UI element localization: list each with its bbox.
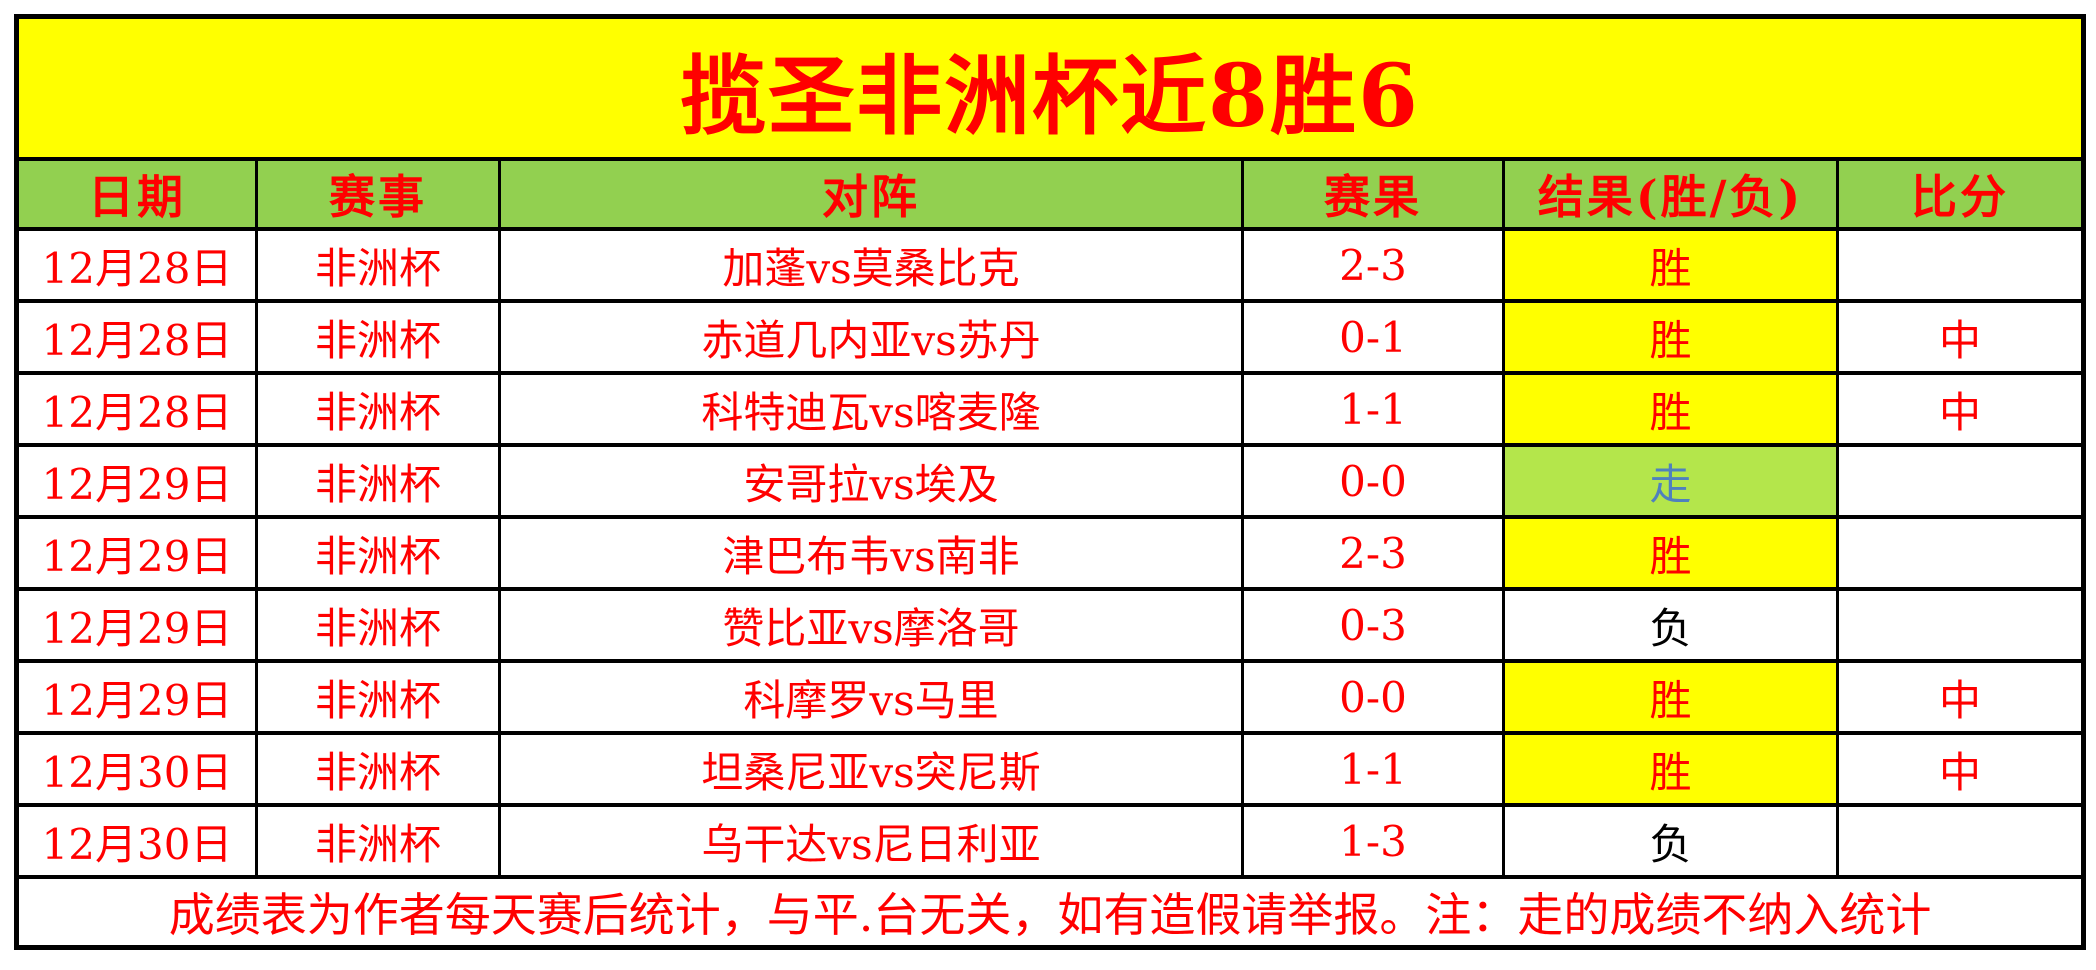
cell-match: 科特迪瓦vs喀麦隆 [498, 371, 1244, 447]
cell-result: 负 [1502, 803, 1839, 879]
cell-league: 非洲杯 [255, 227, 501, 303]
cell-match: 乌干达vs尼日利亚 [498, 803, 1244, 879]
cell-match: 赤道几内亚vs苏丹 [498, 299, 1244, 375]
cell-league: 非洲杯 [255, 803, 501, 879]
cell-league: 非洲杯 [255, 515, 501, 591]
cell-result: 胜 [1502, 659, 1839, 735]
table-row: 12月29日 非洲杯 科摩罗vs马里 0-0 胜 中 [15, 659, 2086, 735]
cell-score: 1-1 [1241, 731, 1505, 807]
col-header-result: 结果(胜/负) [1502, 157, 1839, 231]
cell-result: 胜 [1502, 371, 1839, 447]
table-row: 12月30日 非洲杯 乌干达vs尼日利亚 1-3 负 [15, 803, 2086, 879]
cell-match: 科摩罗vs马里 [498, 659, 1244, 735]
cell-score: 0-1 [1241, 299, 1505, 375]
results-table: 揽圣非洲杯近8胜6 日期 赛事 对阵 赛果 结果(胜/负) 比分 12月28日 … [14, 14, 2087, 950]
cell-hit [1835, 587, 2086, 663]
cell-hit: 中 [1835, 659, 2086, 735]
cell-date: 12月30日 [15, 803, 258, 879]
table-row: 12月30日 非洲杯 坦桑尼亚vs突尼斯 1-1 胜 中 [15, 731, 2086, 807]
cell-result: 胜 [1502, 299, 1839, 375]
col-header-league: 赛事 [255, 157, 501, 231]
cell-league: 非洲杯 [255, 443, 501, 519]
cell-result: 胜 [1502, 227, 1839, 303]
title-row: 揽圣非洲杯近8胜6 [14, 14, 2086, 161]
table-row: 12月28日 非洲杯 加蓬vs莫桑比克 2-3 胜 [15, 227, 2086, 303]
cell-result: 胜 [1502, 515, 1839, 591]
cell-hit [1835, 803, 2086, 879]
header-row: 日期 赛事 对阵 赛果 结果(胜/负) 比分 [15, 157, 2086, 231]
cell-date: 12月28日 [15, 227, 258, 303]
cell-score: 1-1 [1241, 371, 1505, 447]
cell-league: 非洲杯 [255, 299, 501, 375]
cell-match: 津巴布韦vs南非 [498, 515, 1244, 591]
table-row: 12月29日 非洲杯 安哥拉vs埃及 0-0 走 [15, 443, 2086, 519]
cell-date: 12月29日 [15, 587, 258, 663]
col-header-date: 日期 [15, 157, 258, 231]
cell-match: 加蓬vs莫桑比克 [498, 227, 1244, 303]
table-row: 12月28日 非洲杯 赤道几内亚vs苏丹 0-1 胜 中 [15, 299, 2086, 375]
cell-match: 坦桑尼亚vs突尼斯 [498, 731, 1244, 807]
cell-league: 非洲杯 [255, 659, 501, 735]
cell-date: 12月29日 [15, 515, 258, 591]
footer-row: 成绩表为作者每天赛后统计，与平.台无关，如有造假请举报。注：走的成绩不纳入统计 [14, 875, 2086, 950]
cell-date: 12月28日 [15, 371, 258, 447]
cell-date: 12月29日 [15, 659, 258, 735]
cell-score: 2-3 [1241, 515, 1505, 591]
table-row: 12月29日 非洲杯 赞比亚vs摩洛哥 0-3 负 [15, 587, 2086, 663]
col-header-score: 赛果 [1241, 157, 1505, 231]
cell-match: 安哥拉vs埃及 [498, 443, 1244, 519]
cell-match: 赞比亚vs摩洛哥 [498, 587, 1244, 663]
cell-league: 非洲杯 [255, 371, 501, 447]
cell-date: 12月28日 [15, 299, 258, 375]
cell-hit [1835, 443, 2086, 519]
table-row: 12月29日 非洲杯 津巴布韦vs南非 2-3 胜 [15, 515, 2086, 591]
cell-score: 0-0 [1241, 443, 1505, 519]
page-title: 揽圣非洲杯近8胜6 [14, 14, 2086, 161]
table-row: 12月28日 非洲杯 科特迪瓦vs喀麦隆 1-1 胜 中 [15, 371, 2086, 447]
cell-result: 负 [1502, 587, 1839, 663]
cell-date: 12月30日 [15, 731, 258, 807]
cell-hit [1835, 227, 2086, 303]
footer-note: 成绩表为作者每天赛后统计，与平.台无关，如有造假请举报。注：走的成绩不纳入统计 [14, 875, 2086, 950]
col-header-match: 对阵 [498, 157, 1244, 231]
cell-score: 0-3 [1241, 587, 1505, 663]
cell-league: 非洲杯 [255, 587, 501, 663]
col-header-hit: 比分 [1835, 157, 2086, 231]
cell-score: 0-0 [1241, 659, 1505, 735]
cell-league: 非洲杯 [255, 731, 501, 807]
cell-hit: 中 [1835, 731, 2086, 807]
cell-score: 2-3 [1241, 227, 1505, 303]
cell-score: 1-3 [1241, 803, 1505, 879]
cell-date: 12月29日 [15, 443, 258, 519]
cell-result: 胜 [1502, 731, 1839, 807]
cell-result: 走 [1502, 443, 1839, 519]
cell-hit: 中 [1835, 371, 2086, 447]
cell-hit: 中 [1835, 299, 2086, 375]
cell-hit [1835, 515, 2086, 591]
